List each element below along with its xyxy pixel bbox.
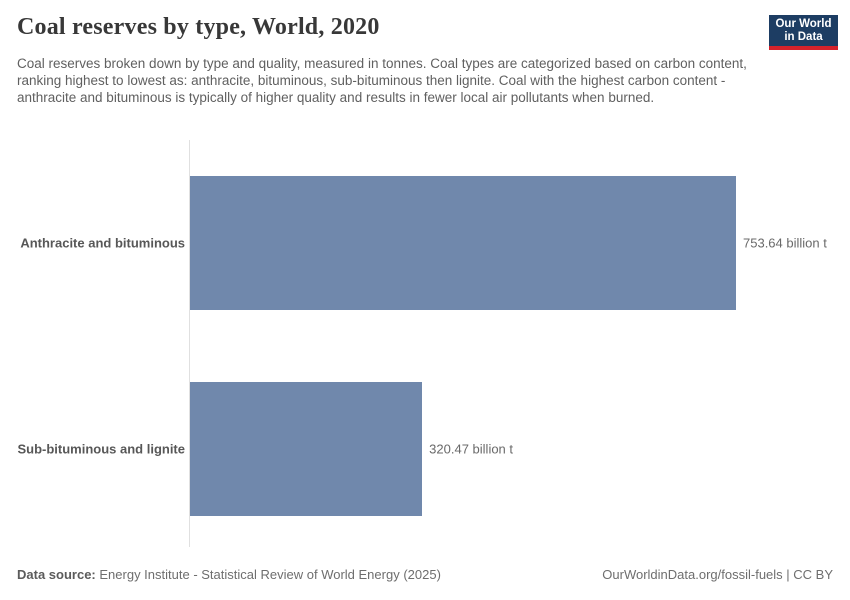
chart-subtitle: Coal reserves broken down by type and qu… <box>17 56 747 105</box>
y-axis-line <box>189 140 190 547</box>
category-label-anthracite-and-bituminous: Anthracite and bituminous <box>20 235 185 251</box>
owid-logo-line1: Our World <box>775 17 832 30</box>
value-label-anthracite-and-bituminous: 753.64 billion t <box>743 235 827 251</box>
owid-logo-line2: in Data <box>784 30 823 43</box>
bar-row: Sub-bituminous and lignite 320.47 billio… <box>0 382 850 516</box>
owid-url-link[interactable]: OurWorldinData.org/fossil-fuels | CC BY <box>602 567 833 582</box>
chart-footer: Data source: Energy Institute - Statisti… <box>0 567 850 582</box>
bar-row: Anthracite and bituminous 753.64 billion… <box>0 176 850 310</box>
data-source-label: Data source: <box>17 567 96 582</box>
owid-logo[interactable]: Our World in Data <box>769 15 838 50</box>
owid-logo-red-bar <box>769 46 838 50</box>
owid-logo-box: Our World in Data <box>769 15 838 46</box>
bar-sub-bituminous-and-lignite[interactable] <box>190 382 423 516</box>
value-label-sub-bituminous-and-lignite: 320.47 billion t <box>429 441 514 457</box>
page-title: Coal reserves by type, World, 2020 <box>17 14 380 40</box>
bar-anthracite-and-bituminous[interactable] <box>190 176 736 310</box>
data-source-note: Data source: Energy Institute - Statisti… <box>17 567 441 582</box>
data-source-text: Energy Institute - Statistical Review of… <box>99 567 441 582</box>
category-label-sub-bituminous-and-lignite: Sub-bituminous and lignite <box>17 441 185 457</box>
